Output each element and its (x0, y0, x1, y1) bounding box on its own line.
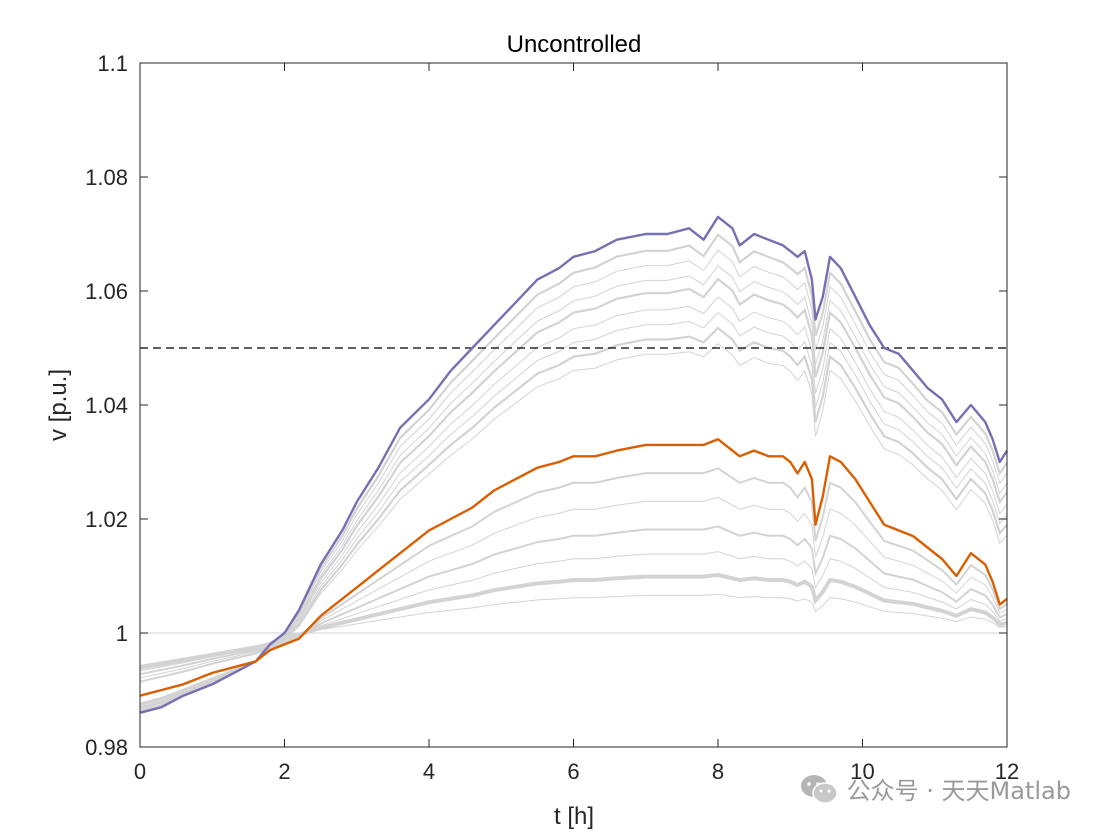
x-tick-label: 12 (995, 759, 1019, 784)
background-line (139, 326, 1008, 706)
background-line (139, 233, 1008, 713)
watermark: 公众号 · 天天Matlab (799, 771, 1071, 806)
background-line (139, 467, 1008, 683)
x-tick-label: 8 (712, 759, 724, 784)
plot-frame (139, 62, 1008, 748)
x-tick-label: 6 (567, 759, 579, 784)
background-line (139, 277, 1008, 710)
y-tick-label: 1.04 (85, 393, 128, 418)
background-line (139, 525, 1008, 676)
y-tick-label: 1.06 (85, 279, 128, 304)
y-tick-label: 1.02 (85, 507, 128, 532)
x-tick-label: 0 (134, 759, 146, 784)
x-tick-label: 2 (278, 759, 290, 784)
background-line (139, 296, 1008, 708)
background-line (139, 551, 1008, 672)
chart-title: Uncontrolled (507, 31, 642, 58)
x-tick-label: 10 (850, 759, 874, 784)
wechat-icon (800, 774, 838, 804)
axis-ticks: 0 2 4 6 8 10 12 0.98 1 1.02 1.04 1.06 1.08 1.1 (85, 51, 1019, 784)
watermark-text: 公众号 · 天天Matlab (846, 777, 1071, 805)
background-line (139, 496, 1008, 679)
background-line (139, 249, 1008, 711)
series-line-mean (139, 438, 1008, 697)
background-line (139, 311, 1008, 706)
background-line (139, 342, 1008, 704)
y-axis-title: v [p.u.] (45, 369, 72, 441)
background-line (139, 572, 1008, 670)
y-tick-label: 1 (116, 621, 128, 646)
background-line (139, 265, 1008, 710)
x-tick-label: 4 (423, 759, 435, 784)
background-line (139, 593, 1008, 666)
y-tick-label: 1.08 (85, 165, 128, 190)
series-line-max (139, 215, 1009, 714)
plot-area (139, 215, 1009, 714)
y-tick-label: 0.98 (85, 735, 128, 760)
y-tick-label: 1.1 (97, 51, 128, 76)
x-axis-title: t [h] (554, 803, 594, 830)
